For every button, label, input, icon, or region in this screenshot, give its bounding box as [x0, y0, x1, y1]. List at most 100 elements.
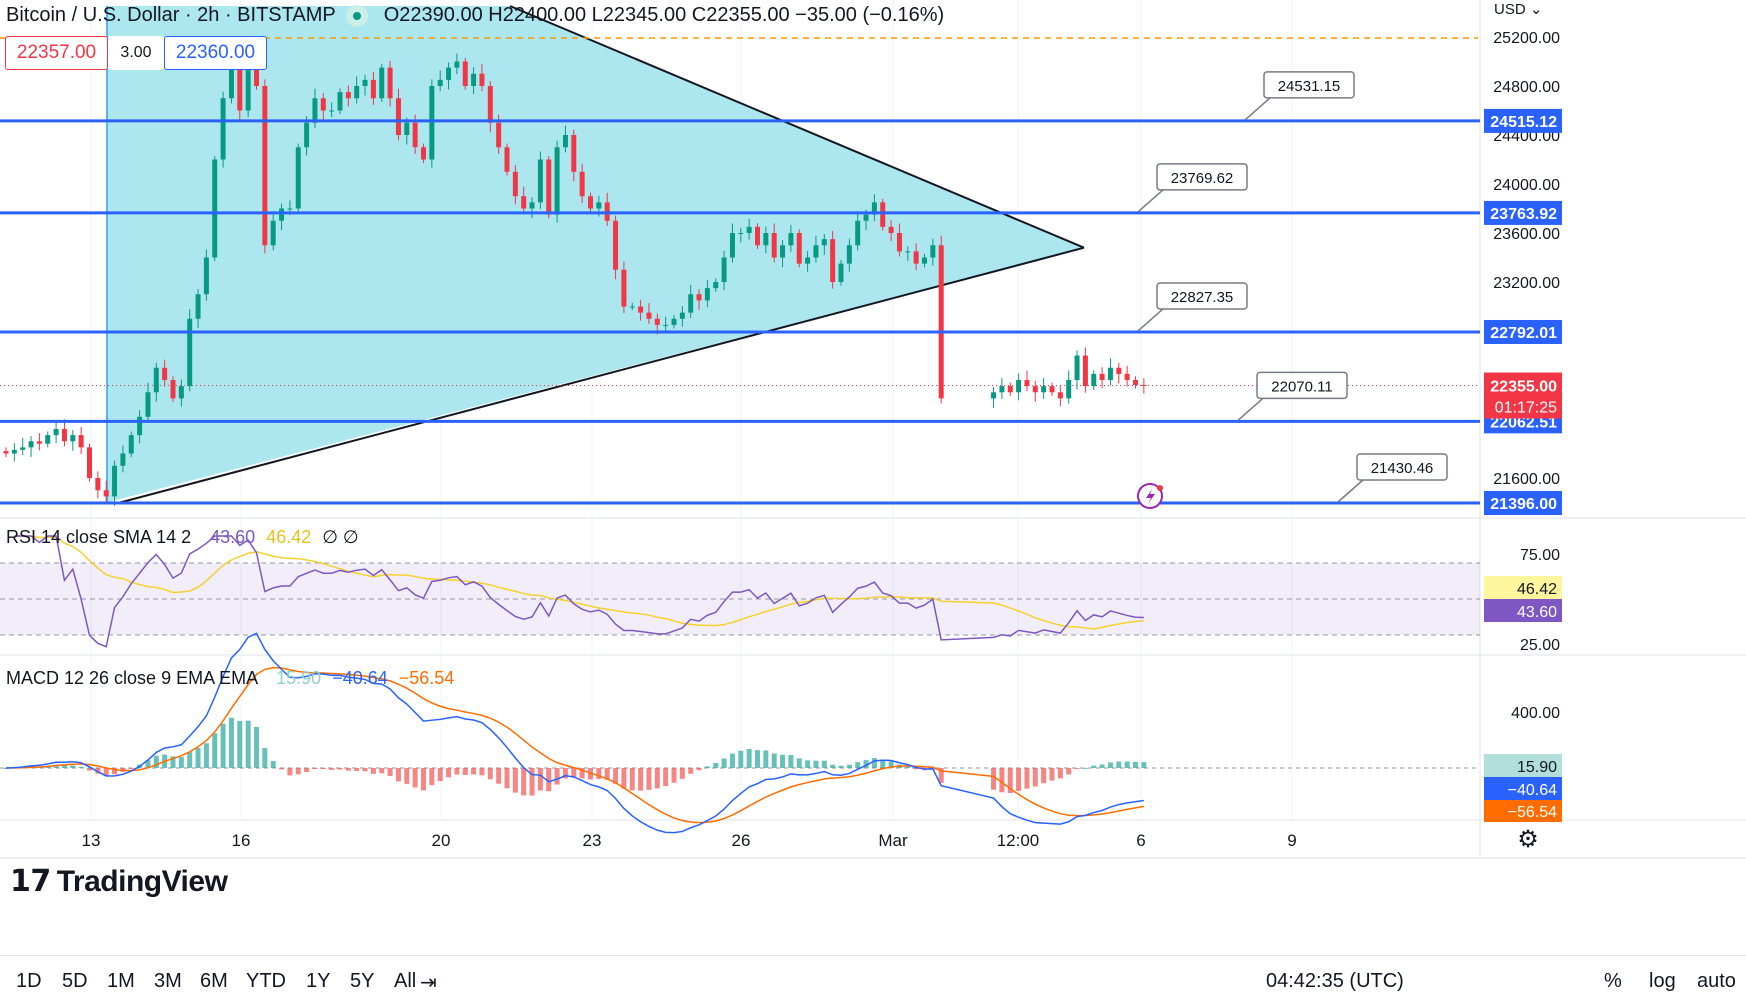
- candle: [170, 376, 176, 403]
- macd-histogram-bar: [479, 768, 485, 776]
- log-toggle[interactable]: log: [1649, 970, 1676, 992]
- goto-date-icon[interactable]: ⇥: [420, 972, 437, 994]
- symbol-title[interactable]: Bitcoin / U.S. Dollar · 2h · BITSTAMP: [6, 4, 336, 26]
- candle: [888, 220, 894, 242]
- macd-histogram-bar: [738, 750, 744, 768]
- candle-body: [78, 435, 84, 448]
- rsi-value: 43.60: [210, 527, 256, 547]
- candle: [771, 223, 777, 263]
- macd-legend[interactable]: MACD 12 26 close 9 EMA EMA 15.90 −40.64 …: [6, 668, 454, 689]
- triangle-fill: [107, 6, 1084, 503]
- candle: [562, 125, 568, 153]
- candle-body: [805, 257, 811, 264]
- candle: [20, 437, 26, 455]
- time-tick-label: 26: [732, 831, 751, 850]
- candle-body: [237, 67, 243, 111]
- range-button-3m[interactable]: 3M: [154, 970, 182, 992]
- macd-histogram-bar: [830, 764, 836, 768]
- macd-axis-text: −40.64: [1508, 782, 1557, 799]
- candle-body: [546, 159, 552, 215]
- clock-display[interactable]: ⇥ 04:42:35 (UTC): [420, 970, 1404, 994]
- candle-body: [638, 306, 644, 313]
- macd-pane[interactable]: [0, 632, 1480, 834]
- macd-histogram-bar: [838, 765, 844, 768]
- candle-body: [646, 312, 652, 319]
- candle: [11, 443, 17, 462]
- range-button-1m[interactable]: 1M: [107, 970, 135, 992]
- candle: [855, 211, 861, 251]
- macd-histogram-bar: [437, 768, 443, 782]
- candle-body: [36, 441, 42, 444]
- candle-body: [462, 61, 468, 87]
- macd-histogram-bar: [780, 754, 786, 768]
- candle: [1066, 370, 1072, 404]
- candle: [203, 249, 209, 301]
- candle: [304, 116, 310, 156]
- tradingview-logo[interactable]: 𝟭𝟳 TradingView: [10, 864, 228, 899]
- price-tick-label: 21600.00: [1493, 471, 1560, 488]
- macd-histogram-bar: [387, 768, 393, 777]
- candle: [320, 93, 326, 121]
- rsi-legend[interactable]: RSI 14 close SMA 14 2 43.60 46.42 ∅ ∅: [6, 527, 359, 548]
- buy-button[interactable]: 22360.00: [164, 36, 267, 70]
- current-price-tag: [1484, 372, 1562, 419]
- range-button-5y[interactable]: 5Y: [350, 970, 375, 992]
- candle: [446, 62, 452, 90]
- candles[interactable]: [3, 41, 1147, 506]
- candle-body: [87, 447, 92, 479]
- range-button-5d[interactable]: 5D: [62, 970, 88, 992]
- level-callouts[interactable]: 24531.15 23769.62 22827.35 22070.11 21430.46: [1137, 71, 1448, 509]
- market-open-icon: [345, 4, 368, 27]
- macd-hist-value: 15.90: [276, 668, 322, 688]
- macd-histogram-bar: [571, 768, 577, 778]
- macd-histogram-bar: [220, 723, 226, 768]
- macd-histogram-bar: [991, 768, 997, 790]
- macd-histogram-bar: [212, 733, 218, 768]
- candle-body: [579, 171, 585, 197]
- candle: [1124, 365, 1130, 387]
- macd-line-value: −40.64: [332, 668, 388, 688]
- macd-histogram-bar: [379, 768, 385, 774]
- candle-body: [788, 233, 794, 246]
- candle: [36, 433, 42, 451]
- range-button-all[interactable]: All: [394, 970, 417, 992]
- range-button-1y[interactable]: 1Y: [306, 970, 331, 992]
- price-tick-label: 24000.00: [1493, 177, 1560, 194]
- candle-body: [621, 269, 627, 307]
- macd-histogram-bar: [153, 755, 159, 768]
- macd-signal-value: −56.54: [398, 668, 455, 688]
- callout-pointer: [1244, 97, 1271, 121]
- macd-histogram-bar: [746, 749, 752, 768]
- range-button-1d[interactable]: 1D: [16, 970, 42, 992]
- candle: [1074, 350, 1080, 390]
- candle-body: [1057, 392, 1063, 399]
- auto-toggle[interactable]: auto: [1697, 970, 1736, 992]
- time-tick-label: 13: [82, 831, 101, 850]
- macd-histogram-bar: [554, 768, 560, 785]
- range-button-ytd[interactable]: YTD: [246, 970, 286, 992]
- rsi-pane[interactable]: [0, 535, 1480, 648]
- candle: [1057, 385, 1063, 407]
- level-axis-tag: [1484, 108, 1562, 133]
- candle: [61, 419, 67, 447]
- candle-body: [1032, 386, 1038, 393]
- level-axis-text: 22792.01: [1490, 325, 1557, 342]
- callout-pointer: [1137, 308, 1164, 332]
- candle: [112, 460, 118, 506]
- candle: [337, 88, 343, 115]
- candle-body: [295, 147, 301, 209]
- macd-histogram-bar: [128, 768, 134, 769]
- range-button-6m[interactable]: 6M: [200, 970, 228, 992]
- macd-histogram-bar: [245, 720, 251, 768]
- candle: [713, 278, 719, 292]
- candle: [187, 309, 193, 392]
- callout-box: [1156, 282, 1248, 310]
- sell-button[interactable]: 22357.00: [5, 36, 108, 70]
- macd-histogram-bar: [103, 768, 109, 776]
- support-resistance-levels[interactable]: [0, 119, 1480, 505]
- candle: [922, 253, 927, 268]
- percent-toggle[interactable]: %: [1604, 970, 1622, 992]
- candle: [162, 359, 168, 387]
- candle-body: [913, 251, 919, 264]
